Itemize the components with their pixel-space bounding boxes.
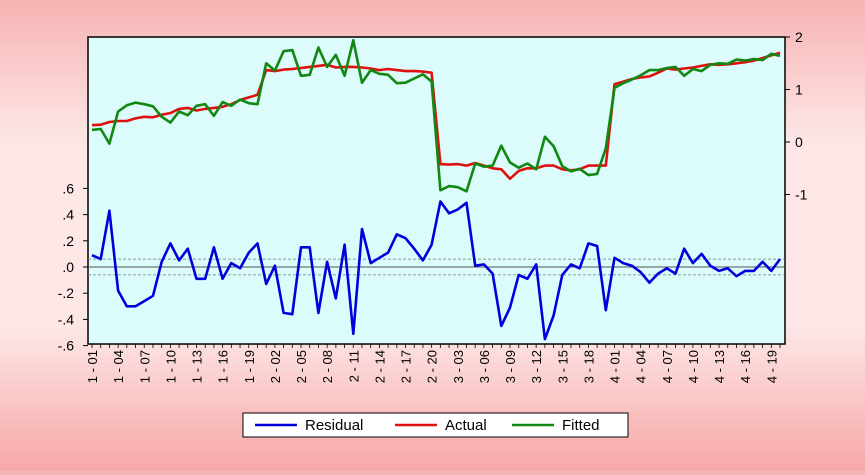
- x-axis-tick-label: 4 - 01: [608, 350, 623, 383]
- left-axis-tick-label: .0: [62, 259, 74, 275]
- x-axis-tick-label: 1 - 01: [85, 350, 100, 383]
- left-axis-tick-label: .6: [62, 180, 74, 196]
- x-axis-tick-label: 2 - 17: [399, 350, 414, 383]
- x-axis-tick-label: 4 - 10: [686, 350, 701, 383]
- x-axis: 1 - 01 1 - 04 1 - 07 1 - 10 1 - 13 1 - 16 1 - …: [85, 344, 781, 383]
- left-axis-tick-label: .2: [62, 233, 74, 249]
- left-axis: .6 .4 .2 .0 -.2 -.4 -.6: [58, 180, 88, 354]
- left-axis-tick-label: -.6: [58, 338, 75, 354]
- right-axis-tick-label: 1: [795, 82, 803, 98]
- x-axis-tick-label: 4 - 16: [738, 350, 753, 383]
- left-axis-tick-label: -.4: [58, 311, 75, 327]
- series-line-fitted: [91, 38, 781, 193]
- x-axis-tick-label: 2 - 02: [268, 350, 283, 383]
- legend-label-residual: Residual: [305, 417, 363, 434]
- x-axis-tick-label: 4 - 04: [634, 350, 649, 383]
- x-axis-tick-label: 3 - 12: [529, 350, 544, 383]
- x-axis-tick-label: 4 - 13: [712, 350, 727, 383]
- legend-label-actual: Actual: [445, 417, 487, 434]
- x-axis-tick-label: 4 - 19: [764, 350, 779, 383]
- left-axis-tick-label: .4: [62, 207, 74, 223]
- series-lines: [91, 38, 782, 341]
- x-axis-tick-label: 2 - 20: [425, 350, 440, 383]
- right-axis-tick-label: 0: [795, 134, 803, 150]
- x-axis-tick-label: 3 - 18: [581, 350, 596, 383]
- x-axis-tick-label: 2 - 05: [294, 350, 309, 383]
- x-axis-tick-label: 1 - 07: [137, 350, 152, 383]
- right-axis-tick-label: 2: [795, 29, 803, 45]
- x-axis-tick-label: 2 - 14: [372, 350, 387, 383]
- series-line-residual: [91, 200, 782, 341]
- right-axis-tick-label: -1: [795, 187, 808, 203]
- x-axis-tick-label: 1 - 16: [216, 350, 231, 383]
- right-axis: 2 1 0 -1: [785, 29, 808, 203]
- legend: Residual Actual Fitted: [242, 412, 629, 438]
- x-axis-tick-label: 4 - 07: [660, 350, 675, 383]
- x-axis-tick-label: 3 - 15: [555, 350, 570, 383]
- x-axis-tick-label: 1 - 13: [190, 350, 205, 383]
- plot-area: [87, 36, 786, 345]
- x-axis-tick-label: 3 - 09: [503, 350, 518, 383]
- x-axis-tick-label: 2 - 08: [320, 350, 335, 383]
- x-axis-tick-label: 3 - 06: [477, 350, 492, 383]
- x-axis-tick-label: 1 - 04: [111, 350, 126, 383]
- x-axis-tick-label: 1 - 19: [242, 350, 257, 383]
- grid-lines: [88, 258, 785, 276]
- legend-label-fitted: Fitted: [562, 417, 600, 434]
- x-axis-tick-label: 3 - 03: [451, 350, 466, 383]
- x-axis-tick-label: 1 - 10: [163, 350, 178, 383]
- left-axis-tick-label: -.2: [58, 285, 75, 301]
- x-axis-tick-label: 2 - 11: [346, 350, 361, 382]
